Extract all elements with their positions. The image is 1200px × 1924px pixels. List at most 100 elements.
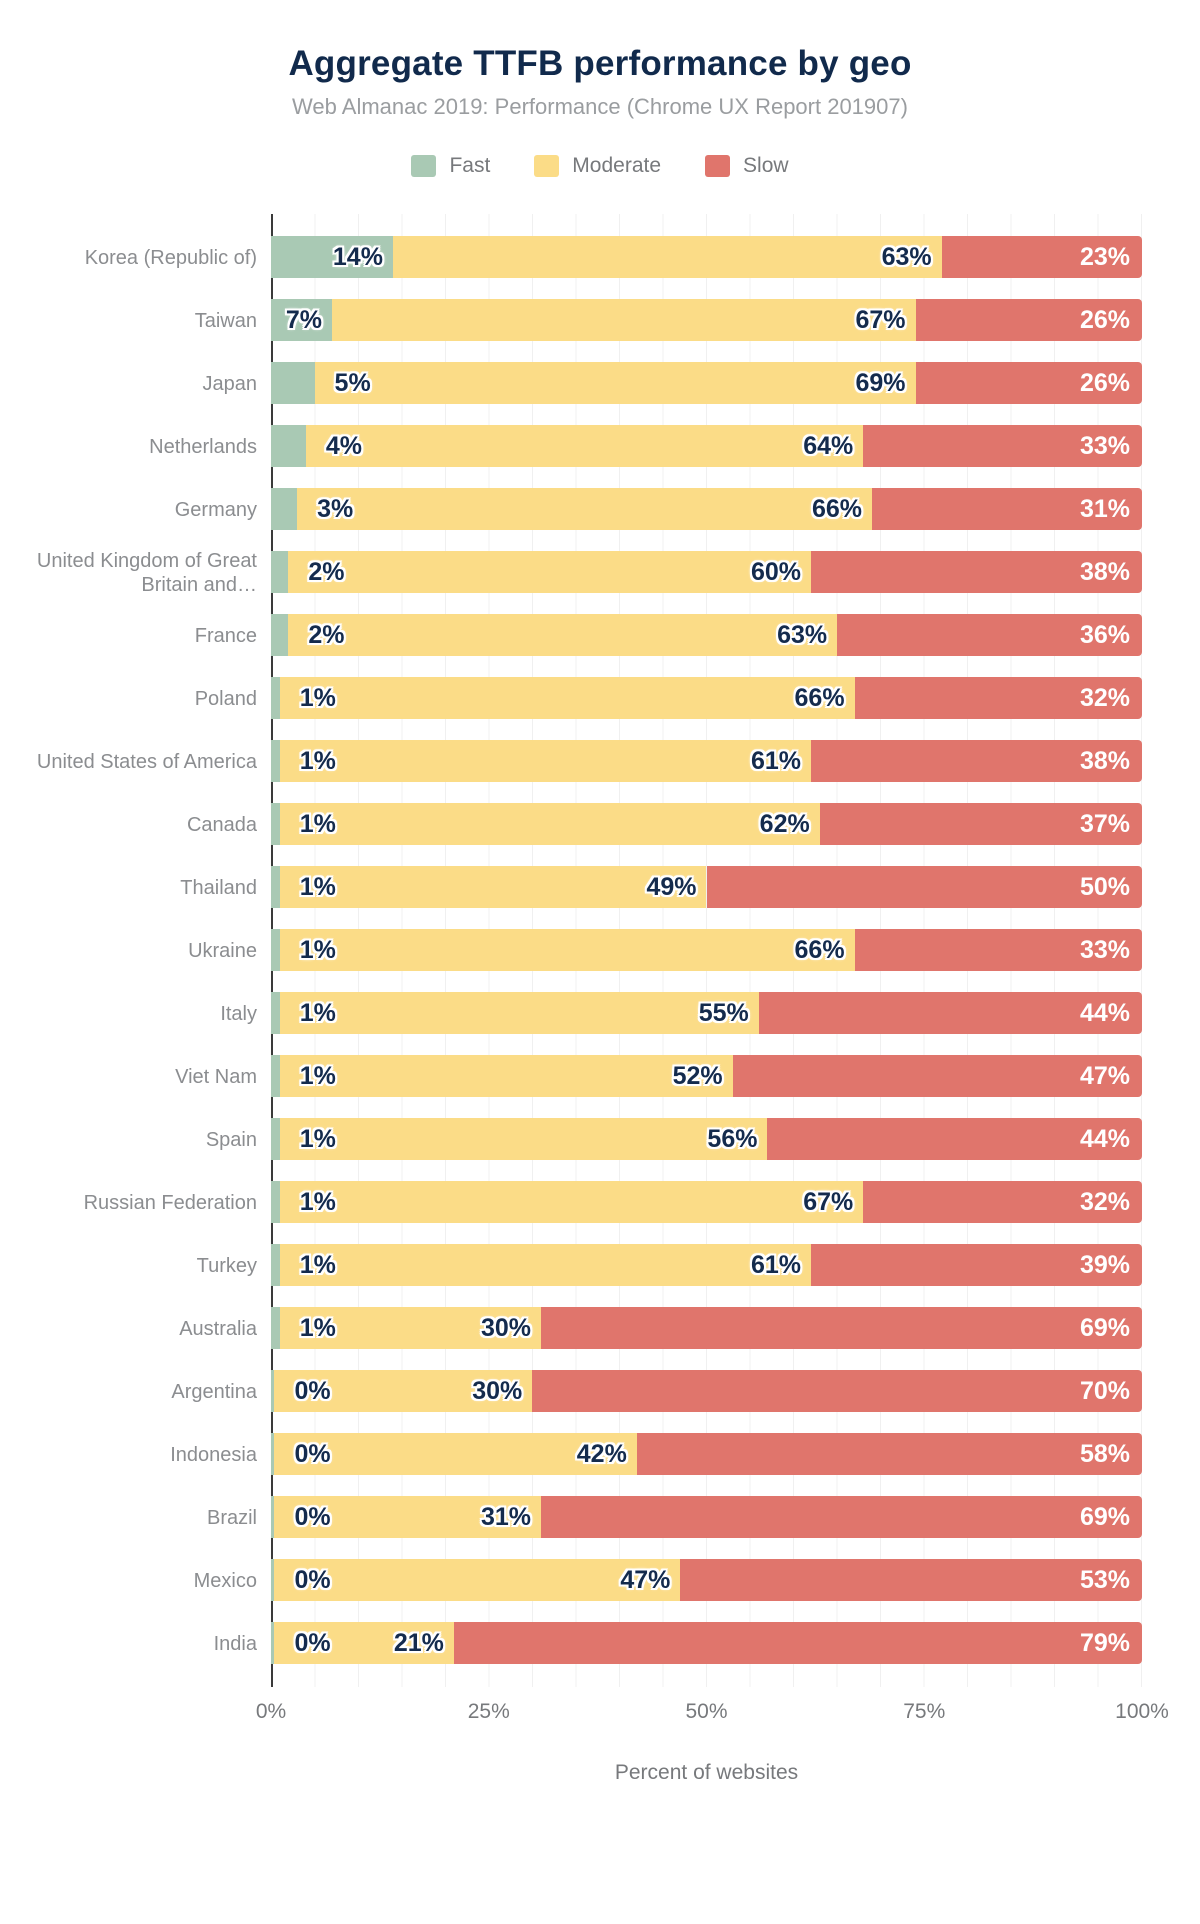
segment-fast	[271, 614, 289, 656]
category-label: Poland	[194, 687, 257, 710]
segment-moderate	[392, 236, 942, 278]
segment-fast	[271, 362, 315, 404]
bar-group: 1% 55% 44%	[271, 982, 1142, 1045]
segment-fast	[271, 1496, 275, 1538]
segment-slow	[837, 614, 1142, 656]
segment-slow	[915, 362, 1142, 404]
value-label-fast: 1%	[299, 1188, 336, 1216]
segment-moderate	[279, 740, 811, 782]
value-label-moderate: 49%	[646, 873, 697, 901]
value-label-moderate: 30%	[472, 1377, 523, 1405]
page-subtitle: Web Almanac 2019: Performance (Chrome UX…	[292, 94, 908, 119]
category-label: France	[194, 624, 257, 647]
bar-group: 5% 69% 26%	[271, 352, 1142, 415]
value-label-fast: 4%	[325, 432, 362, 460]
table-row: United States of America 1% 61% 38%	[0, 730, 1142, 793]
value-label-slow: 36%	[1079, 621, 1130, 649]
category-label: Viet Nam	[175, 1065, 257, 1088]
segment-moderate	[331, 299, 916, 341]
segment-moderate	[274, 1496, 541, 1538]
segment-moderate	[279, 1244, 811, 1286]
category-label: Spain	[205, 1128, 257, 1151]
table-row: United Kingdom of Great Britain and… 2% 60…	[0, 541, 1142, 604]
value-label-moderate: 55%	[698, 999, 749, 1027]
bar-group: 1% 66% 33%	[271, 919, 1142, 982]
legend-item-moderate: Moderate	[534, 154, 661, 178]
segment-fast	[271, 1559, 275, 1601]
segment-slow	[863, 425, 1142, 467]
segment-moderate	[305, 425, 864, 467]
category-label: Germany	[174, 498, 257, 521]
segment-fast	[271, 1433, 275, 1475]
segment-moderate	[274, 1433, 637, 1475]
segment-slow	[854, 677, 1142, 719]
segment-slow	[863, 1181, 1142, 1223]
chart-figure: Aggregate TTFB performance by geo Web Al…	[0, 44, 1200, 1785]
table-row: France 2% 63% 36%	[0, 604, 1142, 667]
value-label-moderate: 56%	[707, 1125, 758, 1153]
value-label-slow: 39%	[1079, 1251, 1130, 1279]
segment-fast	[271, 1370, 275, 1412]
segment-fast	[271, 1244, 280, 1286]
bar-group: 1% 62% 37%	[271, 793, 1142, 856]
segment-fast	[271, 1055, 280, 1097]
legend-swatch-fast	[411, 155, 437, 177]
segment-moderate	[274, 1622, 454, 1664]
segment-fast	[271, 740, 280, 782]
segment-slow	[811, 740, 1142, 782]
bar-group: 14% 63% 23%	[271, 226, 1142, 289]
value-label-slow: 50%	[1079, 873, 1130, 901]
legend-item-fast: Fast	[411, 154, 490, 178]
value-label-slow: 32%	[1079, 1188, 1130, 1216]
value-label-fast: 2%	[308, 558, 345, 586]
legend-label: Moderate	[572, 154, 662, 177]
segment-slow	[453, 1622, 1142, 1664]
value-label-moderate: 42%	[576, 1440, 627, 1468]
value-label-slow: 70%	[1079, 1377, 1130, 1405]
table-row: Russian Federation 1% 67% 32%	[0, 1171, 1142, 1234]
category-label: Indonesia	[170, 1443, 257, 1466]
segment-fast	[271, 1622, 275, 1664]
value-label-slow: 33%	[1079, 936, 1130, 964]
value-label-fast: 0%	[294, 1503, 331, 1531]
value-label-fast: 1%	[299, 1062, 336, 1090]
table-row: Argentina 0% 30% 70%	[0, 1360, 1142, 1423]
value-label-slow: 79%	[1079, 1629, 1130, 1657]
bar-group: 4% 64% 33%	[271, 415, 1142, 478]
segment-fast	[271, 551, 289, 593]
table-row: Mexico 0% 47% 53%	[0, 1549, 1142, 1612]
category-label: Canada	[186, 813, 257, 836]
segment-moderate	[274, 1559, 681, 1601]
value-label-slow: 23%	[1079, 243, 1130, 271]
bar-group: 1% 67% 32%	[271, 1171, 1142, 1234]
legend-item-slow: Slow	[705, 154, 789, 178]
table-row: Germany 3% 66% 31%	[0, 478, 1142, 541]
segment-slow	[758, 992, 1142, 1034]
bar-group: 1% 56% 44%	[271, 1108, 1142, 1171]
value-label-slow: 47%	[1079, 1062, 1130, 1090]
value-label-fast: 2%	[308, 621, 345, 649]
value-label-slow: 38%	[1079, 558, 1130, 586]
table-row: Turkey 1% 61% 39%	[0, 1234, 1142, 1297]
x-tick-label: 0%	[255, 1700, 287, 1723]
value-label-fast: 1%	[299, 936, 336, 964]
segment-moderate	[279, 866, 707, 908]
value-label-slow: 26%	[1079, 306, 1130, 334]
legend-label: Fast	[449, 154, 491, 177]
category-label: United Kingdom of Great Britain and…	[36, 549, 257, 596]
segment-slow	[706, 866, 1142, 908]
bar-group: 1% 30% 69%	[271, 1297, 1142, 1360]
value-label-moderate: 62%	[759, 810, 810, 838]
value-label-moderate: 47%	[620, 1566, 671, 1594]
page-title: Aggregate TTFB performance by geo	[288, 44, 912, 83]
table-row: Canada 1% 62% 37%	[0, 793, 1142, 856]
category-label: Netherlands	[149, 435, 257, 458]
stacked-bar-chart: Korea (Republic of) 14% 63% 23% Taiwan 7% 67% 2…	[0, 214, 1200, 1785]
segment-fast	[271, 236, 393, 278]
segment-slow	[636, 1433, 1142, 1475]
table-row: Ukraine 1% 66% 33%	[0, 919, 1142, 982]
x-tick-label: 75%	[903, 1700, 946, 1723]
segment-moderate	[288, 551, 811, 593]
value-label-moderate: 21%	[393, 1629, 444, 1657]
segment-slow	[854, 929, 1142, 971]
